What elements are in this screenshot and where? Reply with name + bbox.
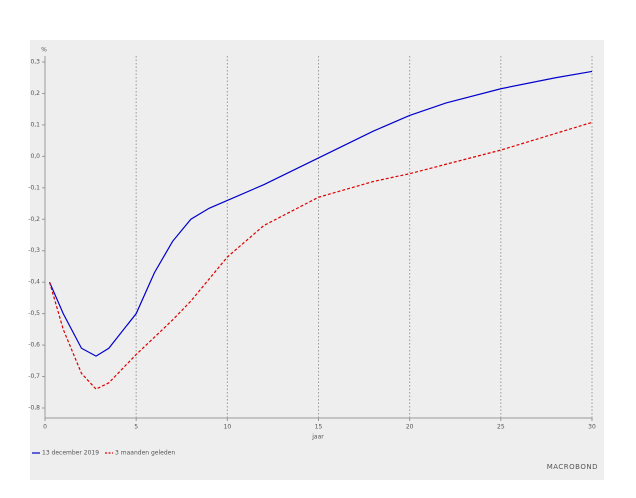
line <box>48 121 593 390</box>
y-tick-label: 0,1 <box>30 121 40 128</box>
line <box>49 70 593 357</box>
y-tick-label: -0,2 <box>28 216 40 223</box>
x-tick-label: 0 <box>43 424 47 431</box>
x-tick-label: 5 <box>134 424 138 431</box>
x-tick-label: 15 <box>315 424 323 431</box>
x-tick-label: 25 <box>497 424 505 431</box>
y-tick-label: 0,2 <box>30 90 40 97</box>
plot-background <box>30 40 604 480</box>
y-tick-label: -0,7 <box>28 373 40 380</box>
y-tick-label: 0,3 <box>30 59 40 66</box>
y-tick-label: -0,1 <box>28 184 40 191</box>
y-tick-label: -0,4 <box>28 279 40 286</box>
y-tick-label: -0,8 <box>28 405 40 412</box>
y-unit: % <box>41 47 47 54</box>
x-tick-label: 30 <box>588 424 596 431</box>
legend-label: 3 maanden geleden <box>115 450 175 457</box>
y-tick-label: -0,5 <box>28 310 40 317</box>
x-tick-label: 10 <box>224 424 232 431</box>
watermark: MACROBOND <box>547 463 598 471</box>
x-axis-label: jaar <box>311 434 324 441</box>
y-tick-label: -0,6 <box>28 342 40 349</box>
x-tick-label: 20 <box>406 424 414 431</box>
legend-label: 13 december 2019 <box>42 450 99 457</box>
y-tick-label: -0,3 <box>28 247 40 254</box>
y-tick-label: 0,0 <box>30 153 40 160</box>
